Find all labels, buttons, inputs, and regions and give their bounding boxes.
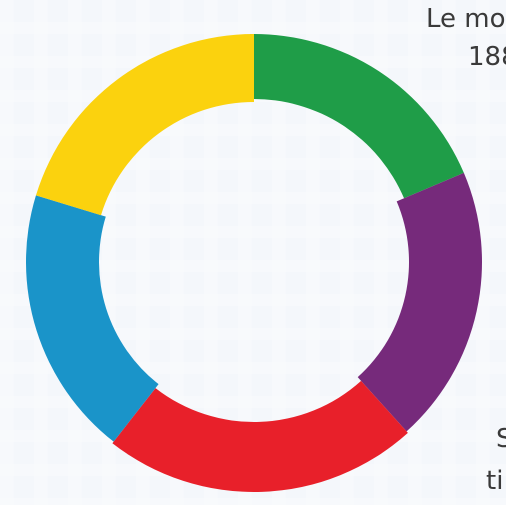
ring-segment-green xyxy=(250,34,464,199)
ring-segment-yellow xyxy=(35,34,254,216)
ring-segment-blue xyxy=(25,195,159,442)
ring-segment-red xyxy=(112,380,408,492)
text-line-4: ti xyxy=(486,468,504,494)
text-line-3: S xyxy=(496,426,506,452)
ring-segment-purple xyxy=(357,172,482,432)
text-line-1: Le mo xyxy=(426,6,506,32)
text-line-2: 188 xyxy=(468,44,506,70)
